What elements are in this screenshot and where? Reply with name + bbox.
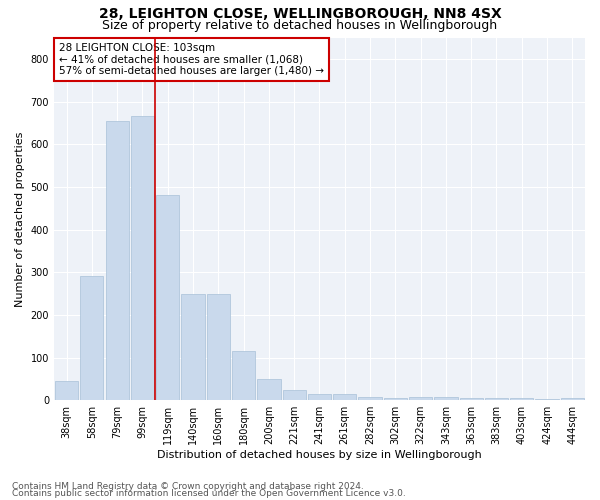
Bar: [232, 351, 255, 400]
Bar: [383, 398, 407, 400]
Bar: [409, 397, 432, 400]
Bar: [181, 294, 205, 400]
Bar: [434, 397, 458, 400]
Text: 28 LEIGHTON CLOSE: 103sqm
← 41% of detached houses are smaller (1,068)
57% of se: 28 LEIGHTON CLOSE: 103sqm ← 41% of detac…: [59, 43, 324, 76]
Text: 28, LEIGHTON CLOSE, WELLINGBOROUGH, NN8 4SX: 28, LEIGHTON CLOSE, WELLINGBOROUGH, NN8 …: [98, 8, 502, 22]
Bar: [55, 381, 78, 400]
Bar: [156, 196, 179, 400]
Y-axis label: Number of detached properties: Number of detached properties: [15, 131, 25, 306]
Text: Size of property relative to detached houses in Wellingborough: Size of property relative to detached ho…: [103, 18, 497, 32]
Bar: [485, 398, 508, 400]
Bar: [460, 398, 483, 400]
Text: Contains public sector information licensed under the Open Government Licence v3: Contains public sector information licen…: [12, 490, 406, 498]
Bar: [206, 294, 230, 400]
Bar: [283, 390, 306, 400]
X-axis label: Distribution of detached houses by size in Wellingborough: Distribution of detached houses by size …: [157, 450, 482, 460]
Bar: [308, 394, 331, 400]
Bar: [257, 379, 281, 400]
Bar: [510, 398, 533, 400]
Bar: [131, 116, 154, 400]
Bar: [358, 397, 382, 400]
Bar: [561, 398, 584, 400]
Bar: [106, 120, 129, 400]
Bar: [333, 394, 356, 400]
Bar: [80, 276, 103, 400]
Text: Contains HM Land Registry data © Crown copyright and database right 2024.: Contains HM Land Registry data © Crown c…: [12, 482, 364, 491]
